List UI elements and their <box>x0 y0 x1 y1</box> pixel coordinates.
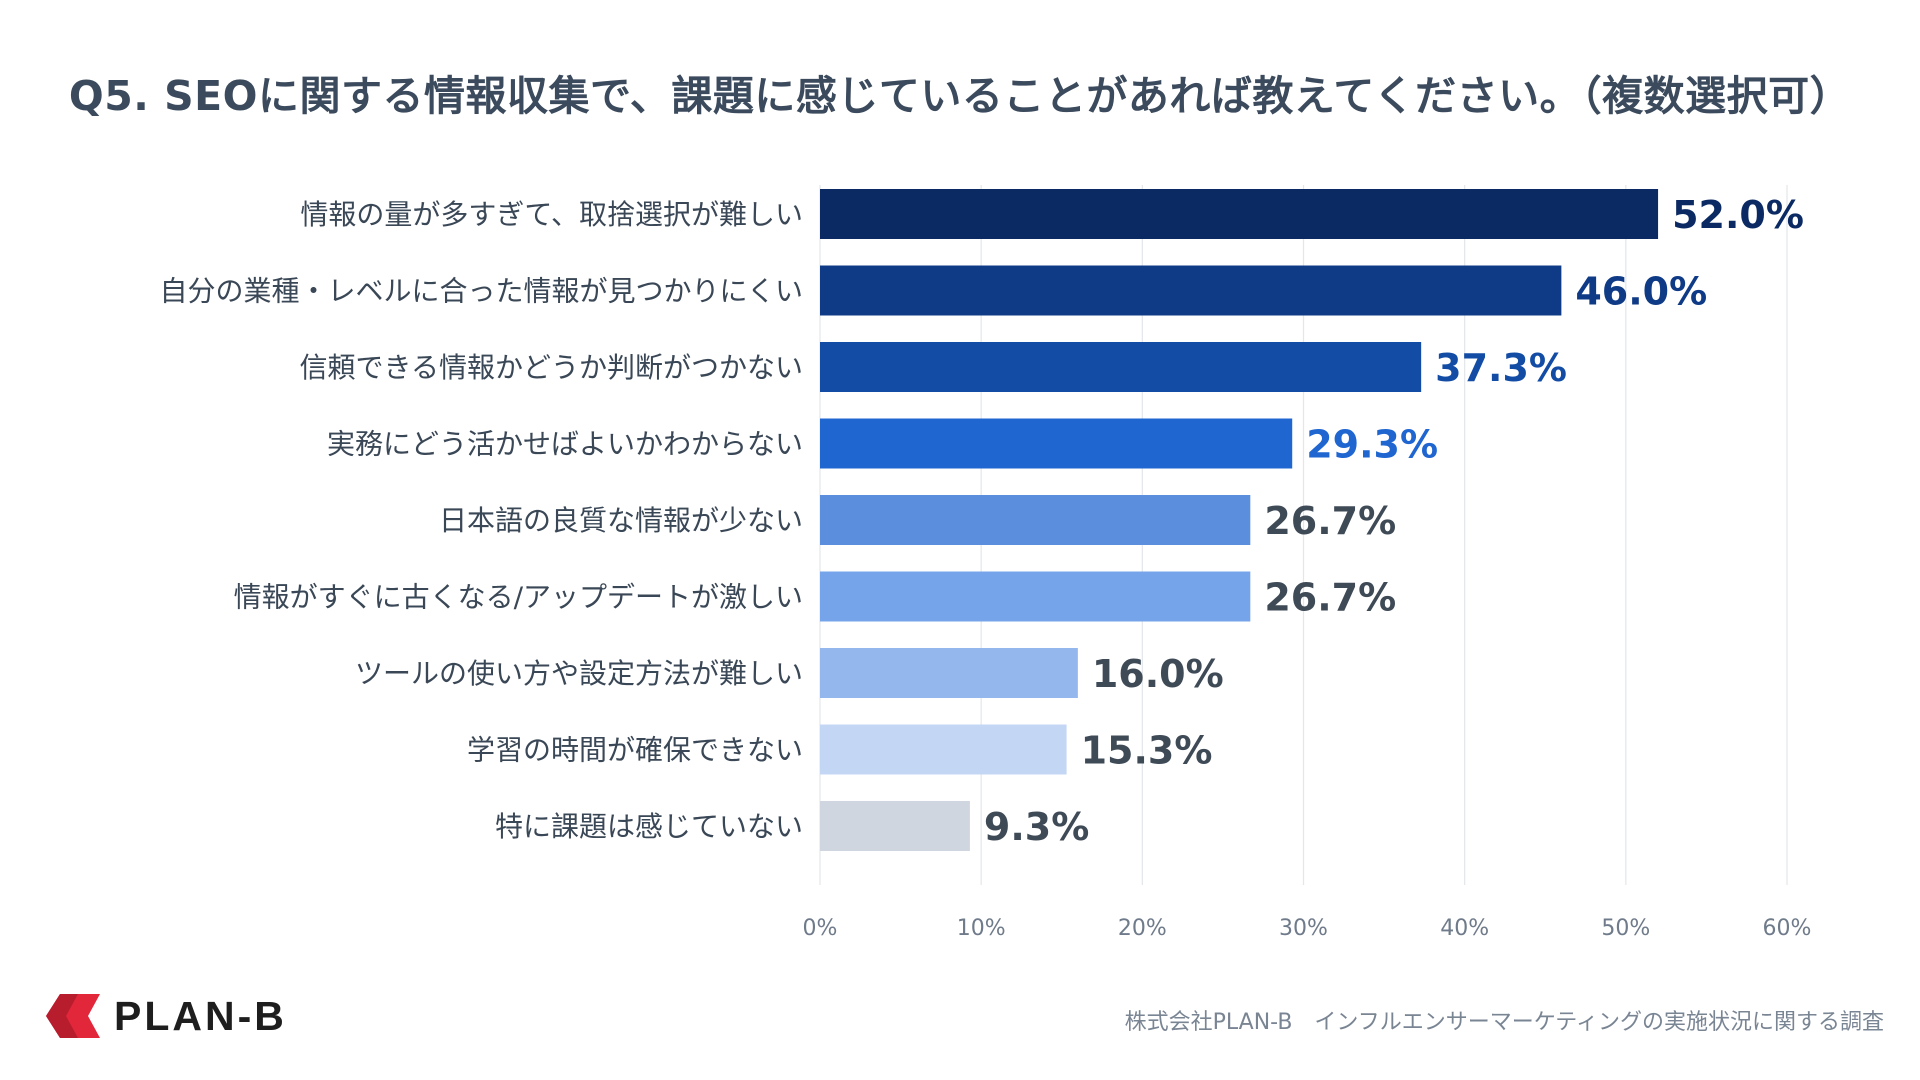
category-label: 特に課題は感じていない <box>495 810 803 843</box>
category-label: 信頼できる情報かどうか判断がつかない <box>300 351 803 384</box>
chart-title: Q5. SEOに関する情報収集で、課題に感じていることがあれば教えてください。（… <box>68 72 1852 120</box>
category-label: ツールの使い方や設定方法が難しい <box>355 657 803 690</box>
category-label: 自分の業種・レベルに合った情報が見つかりにくい <box>160 275 803 308</box>
x-tick-label: 30% <box>1279 916 1328 941</box>
value-label: 15.3% <box>1081 729 1213 773</box>
value-label: 46.0% <box>1575 270 1707 314</box>
bar <box>820 648 1078 698</box>
value-label: 26.7% <box>1264 576 1396 620</box>
bar <box>820 265 1562 316</box>
x-tick-label: 50% <box>1601 916 1650 941</box>
plan-b-logo-icon <box>46 994 100 1038</box>
category-label: 情報の量が多すぎて、取捨選択が難しい <box>300 198 803 231</box>
value-label: 37.3% <box>1435 346 1567 390</box>
x-tick-label: 40% <box>1440 916 1489 941</box>
category-label: 情報がすぐに古くなる/アップデートが激しい <box>234 581 803 614</box>
category-label: 日本語の良質な情報が少ない <box>439 504 803 537</box>
bar <box>820 342 1422 392</box>
bar-chart: 0% 10% 20% 30% 40% 50% 60% 情報の量が多すぎて、取捨選択が難しい 52… <box>160 185 1812 941</box>
x-tick-label: 60% <box>1763 916 1812 941</box>
source-note: 株式会社PLAN-B インフルエンサーマーケティングの実施状況に関する調査 <box>1124 1010 1884 1035</box>
x-tick-label: 0% <box>803 916 838 941</box>
value-label: 26.7% <box>1264 499 1396 543</box>
bar <box>820 571 1251 622</box>
bar <box>820 801 970 851</box>
bar <box>820 495 1251 545</box>
bar <box>820 724 1067 775</box>
bar <box>820 418 1293 469</box>
bar <box>820 189 1659 239</box>
category-label: 学習の時間が確保できない <box>467 734 803 767</box>
value-label: 9.3% <box>984 805 1089 849</box>
brand-logo: PLAN-B <box>46 990 287 1042</box>
category-label: 実務にどう活かせばよいかわからない <box>327 428 803 461</box>
value-label: 29.3% <box>1306 423 1438 467</box>
logo-text: PLAN-B <box>114 992 287 1039</box>
x-tick-label: 20% <box>1118 916 1167 941</box>
x-tick-label: 10% <box>957 916 1006 941</box>
value-label: 52.0% <box>1672 193 1804 237</box>
value-label: 16.0% <box>1092 652 1224 696</box>
